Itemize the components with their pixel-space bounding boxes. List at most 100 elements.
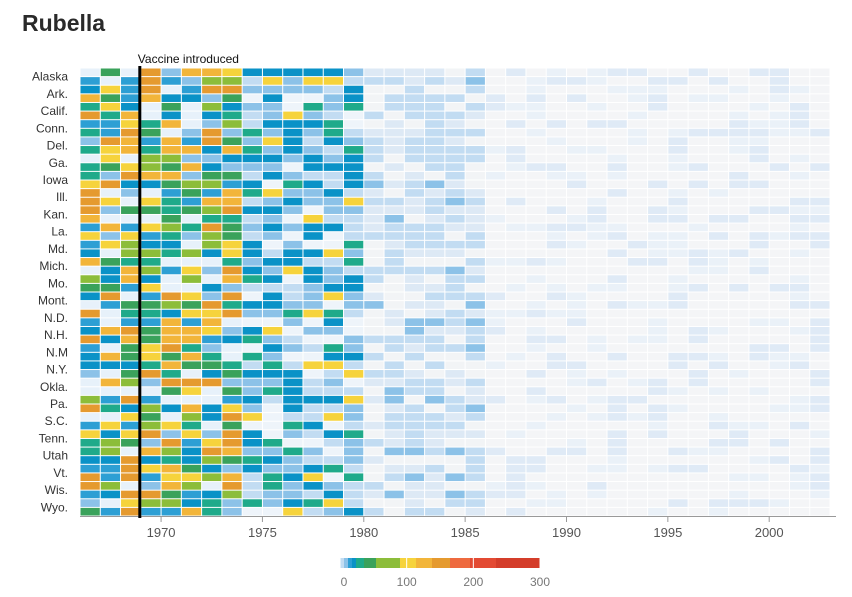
heatmap-cell — [566, 77, 587, 85]
heatmap-cell — [202, 378, 222, 387]
heatmap-cell — [141, 266, 161, 275]
heatmap-cell — [789, 275, 810, 283]
heatmap-cell — [810, 111, 830, 120]
heatmap-cell — [769, 413, 789, 421]
heatmap-cell — [323, 146, 344, 154]
x-tick-label-1995: 1995 — [653, 525, 682, 540]
heatmap-cell — [648, 77, 668, 85]
heatmap-cell — [161, 430, 181, 438]
heatmap-cell — [627, 421, 648, 430]
heatmap-cell — [566, 275, 587, 283]
heatmap-cell — [688, 499, 708, 507]
heatmap-cell — [344, 464, 364, 473]
heatmap-cell — [121, 240, 141, 249]
heatmap-cell — [789, 120, 810, 128]
heatmap-cell — [810, 240, 830, 249]
heatmap-cell — [80, 464, 100, 473]
heatmap-cell — [648, 344, 668, 352]
heatmap-cell — [648, 490, 668, 499]
heatmap-cell — [344, 68, 364, 77]
heatmap-cell — [202, 335, 222, 344]
heatmap-cell — [648, 163, 668, 171]
heatmap-cell — [729, 77, 749, 85]
heatmap-cell — [648, 146, 668, 154]
heatmap-cell — [445, 490, 465, 499]
heatmap-cell — [627, 223, 648, 232]
heatmap-cell — [506, 309, 526, 318]
heatmap-cell — [80, 301, 100, 309]
heatmap-cell — [506, 438, 526, 447]
heatmap-cell — [648, 395, 668, 404]
heatmap-cell — [202, 240, 222, 249]
heatmap-cell — [141, 499, 161, 507]
heatmap-cell — [181, 490, 202, 499]
heatmap-cell — [242, 335, 262, 344]
heatmap-cell — [161, 352, 181, 361]
heatmap-cell — [627, 240, 648, 249]
heatmap-cell — [141, 370, 161, 378]
heatmap-cell — [789, 507, 810, 516]
heatmap-cell — [769, 163, 789, 171]
heatmap-cell — [242, 77, 262, 85]
heatmap-cell — [445, 335, 465, 344]
heatmap-cell — [283, 180, 303, 189]
heatmap-cell — [749, 430, 769, 438]
heatmap-cell — [364, 68, 384, 77]
heatmap-cell — [465, 318, 485, 326]
heatmap-cell — [769, 301, 789, 309]
heatmap-cell — [384, 232, 404, 240]
legend-segment — [450, 558, 470, 568]
heatmap-cell — [425, 387, 445, 395]
heatmap-cell — [303, 214, 323, 223]
heatmap-cell — [607, 275, 627, 283]
heatmap-cell — [141, 154, 161, 163]
heatmap-cell — [506, 482, 526, 490]
heatmap-cell — [202, 128, 222, 137]
heatmap-cell — [526, 473, 546, 482]
heatmap-cell — [100, 223, 121, 232]
heatmap-cell — [161, 128, 181, 137]
heatmap-cell — [708, 361, 729, 370]
heatmap-cell — [262, 232, 283, 240]
heatmap-cell — [749, 378, 769, 387]
heatmap-cell — [262, 421, 283, 430]
heatmap-cell — [668, 335, 688, 344]
heatmap-cell — [688, 438, 708, 447]
heatmap-cell — [181, 499, 202, 507]
heatmap-cell — [587, 438, 607, 447]
heatmap-cell — [688, 232, 708, 240]
heatmap-cell — [303, 189, 323, 197]
heatmap-cell — [506, 430, 526, 438]
heatmap-cell — [627, 292, 648, 301]
heatmap-cell — [364, 111, 384, 120]
heatmap-cell — [587, 404, 607, 413]
heatmap-cell — [688, 163, 708, 171]
heatmap-cell — [708, 120, 729, 128]
heatmap-cell — [810, 283, 830, 292]
heatmap-cell — [769, 490, 789, 499]
heatmap-cell — [121, 111, 141, 120]
heatmap-cell — [465, 163, 485, 171]
heatmap-cell — [262, 240, 283, 249]
heatmap-cell — [181, 361, 202, 370]
heatmap-cell — [688, 395, 708, 404]
heatmap-cell — [607, 482, 627, 490]
heatmap-cell — [242, 395, 262, 404]
heatmap-cell — [810, 232, 830, 240]
heatmap-cell — [100, 120, 121, 128]
heatmap-cell — [303, 438, 323, 447]
heatmap-cell — [344, 232, 364, 240]
heatmap-cell — [80, 275, 100, 283]
heatmap-cell — [789, 318, 810, 326]
heatmap-cell — [648, 128, 668, 137]
heatmap-cell — [344, 206, 364, 214]
heatmap-cell — [485, 266, 506, 275]
heatmap-cell — [587, 249, 607, 258]
heatmap-cell — [283, 292, 303, 301]
heatmap-cell — [648, 266, 668, 275]
heatmap-cell — [688, 258, 708, 266]
heatmap-cell — [222, 482, 242, 490]
heatmap-cell — [526, 180, 546, 189]
heatmap-cell — [181, 94, 202, 102]
heatmap-cell — [445, 206, 465, 214]
